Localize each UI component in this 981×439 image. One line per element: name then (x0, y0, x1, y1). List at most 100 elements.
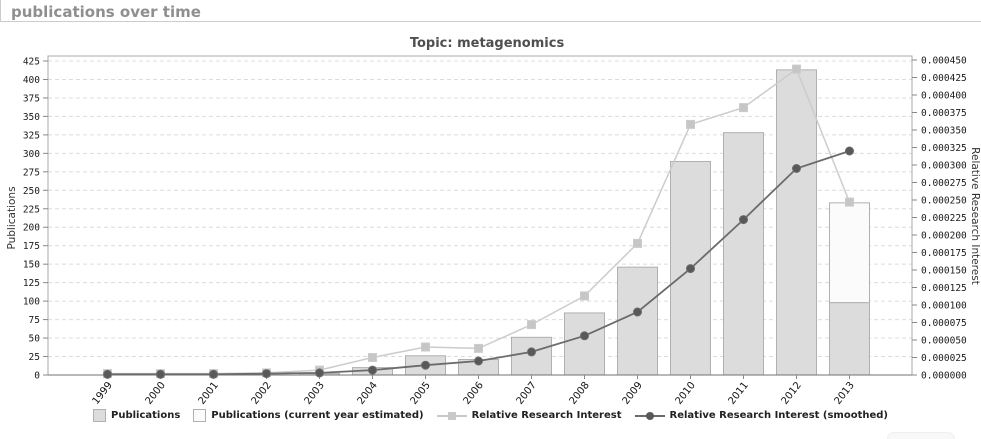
x-tick-label: 2005 (409, 380, 433, 407)
publications-bar-swatch (93, 409, 106, 422)
x-tick-label: 2010 (674, 380, 698, 407)
y-left-tick-label: 300 (23, 149, 40, 160)
y-left-tick-label: 150 (23, 260, 40, 271)
y-right-tick-label: 0.000125 (921, 283, 967, 294)
rri-square-marker (421, 342, 430, 352)
y-left-tick-label: 175 (23, 241, 40, 252)
publications-estimated-bar-swatch (193, 409, 207, 422)
legend-label: Relative Research Interest (471, 410, 622, 421)
y-right-tick-label: 0.000300 (921, 161, 967, 172)
rri-smoothed-circle-marker (845, 146, 854, 156)
y-left-tick-label: 225 (23, 204, 40, 215)
y-left-tick-label: 100 (23, 297, 40, 308)
square-marker-icon (447, 411, 456, 420)
y-right-tick-label: 0.000150 (921, 266, 967, 277)
x-tick-label: 2000 (144, 380, 168, 407)
rri-smoothed-circle-marker (368, 365, 377, 375)
y-left-tick-label: 400 (23, 75, 40, 86)
rri-smoothed-circle-marker (686, 264, 695, 274)
rri-square-marker (686, 119, 695, 129)
chart-legend: Publications Publications (current year … (0, 409, 981, 422)
rri-smoothed-circle-marker (315, 368, 324, 378)
page-header: publications over time (0, 0, 981, 22)
rri-smoothed-circle-marker (156, 369, 165, 379)
y-right-tick-label: 0.000425 (921, 73, 967, 84)
chart-marks: 0 25 50 75 100 125 150 175 200 225 250 275 300 325 350… (23, 55, 967, 407)
y-right-tick-label: 0.000100 (921, 301, 967, 312)
y-right-axis-title: Relative Research Interest (969, 147, 981, 285)
page-title: publications over time (11, 3, 201, 21)
x-tick-label: 2009 (621, 380, 645, 407)
rri-smoothed-circle-marker (421, 360, 430, 370)
x-tick-label: 2001 (197, 380, 221, 407)
y-left-tick-label: 125 (23, 278, 40, 289)
y-left-tick-label: 200 (23, 223, 40, 234)
rri-smoothed-circle-marker (792, 164, 801, 173)
y-left-tick-label: 250 (23, 186, 40, 197)
legend-item-rri: Relative Research Interest (436, 410, 622, 421)
legend-item-publications-estimated: Publications (current year estimated) (193, 409, 424, 422)
bar-publications (617, 266, 658, 376)
rri-square-marker (474, 343, 483, 353)
bar-publications (723, 132, 764, 376)
x-tick-label: 1999 (91, 380, 115, 407)
rri-smoothed-circle-marker (633, 307, 642, 317)
y-right-tick-label: 0.000025 (921, 353, 967, 364)
y-right-tick-label: 0.000275 (921, 178, 967, 189)
rri-smoothed-line-swatch (634, 411, 665, 420)
bar-publications (564, 312, 605, 376)
y-right-tick-label: 0.000325 (921, 143, 967, 154)
y-right-tick-label: 0.000450 (921, 56, 967, 67)
x-tick-label: 2008 (568, 380, 592, 407)
rri-smoothed-circle-marker (103, 369, 112, 379)
legend-label: Publications (111, 410, 181, 421)
rri-square-marker (792, 64, 801, 74)
y-left-tick-label: 0 (34, 371, 40, 382)
rri-smoothed-circle-marker (527, 347, 536, 357)
rri-square-marker (580, 291, 589, 301)
rri-line-swatch (436, 411, 467, 420)
rri-square-marker (527, 320, 536, 330)
rri-smoothed-circle-marker (580, 331, 589, 341)
y-right-tick-label: 0.000000 (921, 371, 967, 382)
rri-square-marker (633, 238, 642, 248)
y-left-tick-label: 275 (23, 167, 40, 178)
y-right-tick-label: 0.000175 (921, 248, 967, 259)
y-right-tick-label: 0.000075 (921, 318, 967, 329)
rri-smoothed-circle-marker (262, 369, 271, 379)
y-left-tick-label: 25 (29, 352, 40, 363)
legend-item-publications: Publications (93, 409, 180, 422)
x-tick-label: 2003 (303, 380, 327, 407)
rri-smoothed-circle-marker (474, 356, 483, 366)
y-left-tick-label: 425 (23, 57, 40, 68)
y-right-tick-label: 0.000250 (921, 196, 967, 207)
y-right-tick-label: 0.000200 (921, 231, 967, 242)
legend-item-rri-smoothed: Relative Research Interest (smoothed) (634, 410, 889, 421)
y-right-tick-label: 0.000050 (921, 336, 967, 347)
x-tick-label: 2004 (356, 380, 380, 407)
bar-publications-estimated (829, 202, 870, 304)
rri-smoothed-circle-marker (209, 369, 218, 379)
x-tick-label: 2012 (780, 380, 804, 407)
y-left-axis-title: Publications (6, 186, 18, 249)
bar-publications (829, 302, 870, 376)
x-tick-label: 2013 (833, 380, 857, 407)
rri-square-marker (368, 353, 377, 362)
y-left-tick-label: 375 (23, 93, 40, 104)
x-tick-label: 2007 (515, 380, 539, 407)
rri-square-marker (845, 197, 854, 207)
y-right-tick-label: 0.000225 (921, 213, 967, 224)
rri-square-marker (739, 103, 748, 113)
x-tick-label: 2011 (727, 380, 751, 407)
partial-button[interactable] (887, 432, 955, 439)
chart-title: Topic: metagenomics (410, 36, 565, 51)
legend-label: Publications (current year estimated) (211, 410, 424, 421)
y-right-tick-label: 0.000350 (921, 126, 967, 137)
y-left-tick-label: 325 (23, 130, 40, 141)
circle-marker-icon (645, 411, 654, 420)
legend-label: Relative Research Interest (smoothed) (669, 410, 889, 421)
x-tick-label: 2006 (462, 380, 486, 407)
x-tick-label: 2002 (250, 380, 274, 407)
